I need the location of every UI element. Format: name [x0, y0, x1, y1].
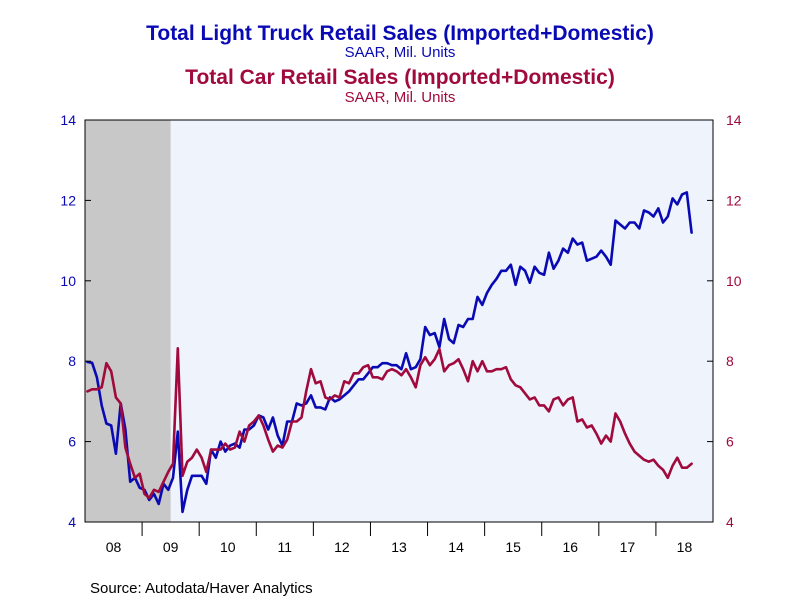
x-tick-label: 16	[562, 539, 578, 555]
plot-frame	[84, 119, 714, 523]
y-right-tick-label: 12	[726, 192, 742, 208]
plot-area	[85, 120, 713, 522]
x-tick-label: 15	[505, 539, 521, 555]
chart-title-2-unit: SAAR, Mil. Units	[345, 89, 456, 106]
x-tick-label: 13	[391, 539, 407, 555]
x-tick-label: 08	[106, 539, 122, 555]
y-left-tick-label: 10	[60, 273, 76, 289]
chart-source: Source: Autodata/Haver Analytics	[90, 580, 313, 597]
car-sales-line	[86, 346, 693, 500]
y-right-tick-label: 4	[726, 514, 734, 530]
x-tick-label: 11	[278, 539, 293, 555]
x-tick-label: 09	[163, 539, 179, 555]
y-right-tick-label: 10	[726, 273, 742, 289]
light-truck-sales-line	[86, 191, 693, 514]
y-left-tick-label: 14	[60, 112, 76, 128]
y-right-tick-label: 14	[726, 112, 742, 128]
x-tick-label: 17	[620, 539, 636, 555]
y-right-tick-label: 6	[726, 434, 734, 450]
x-tick-label: 12	[334, 539, 350, 555]
x-tick-label: 18	[677, 539, 693, 555]
y-left-tick-label: 8	[68, 353, 76, 369]
x-tick-label: 14	[448, 539, 464, 555]
y-left-tick-label: 4	[68, 514, 76, 530]
x-tick-label: 10	[220, 539, 236, 555]
chart-title: Total Light Truck Retail Sales (Imported…	[146, 22, 654, 45]
y-left-tick-label: 12	[60, 192, 76, 208]
chart-title-unit: SAAR, Mil. Units	[345, 44, 456, 61]
y-right-tick-label: 8	[726, 353, 734, 369]
y-left-tick-label: 6	[68, 434, 76, 450]
chart-title-2: Total Car Retail Sales (Imported+Domesti…	[185, 66, 615, 89]
